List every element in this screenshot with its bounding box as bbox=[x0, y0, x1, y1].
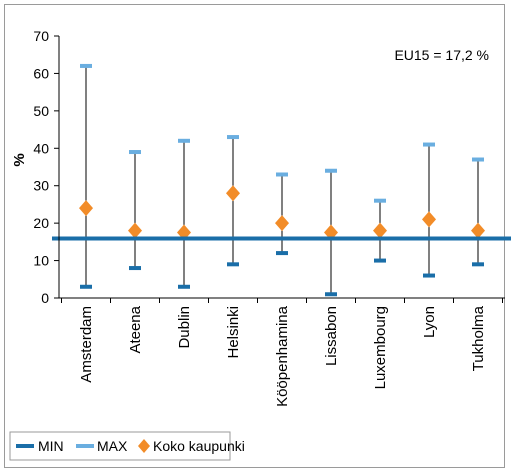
min-marker bbox=[472, 262, 484, 267]
legend-city-label: Koko kaupunki bbox=[153, 438, 245, 454]
x-axis-labels: Amsterdam Ateena Dublin Helsinki Kööpenhamin… bbox=[61, 298, 503, 407]
y-tick-label: 30 bbox=[33, 178, 49, 194]
max-marker bbox=[227, 135, 239, 140]
x-tick-label: Dublin bbox=[176, 306, 193, 349]
y-tick-label: 70 bbox=[33, 28, 49, 44]
legend-max-label: MAX bbox=[97, 438, 128, 454]
city-marker bbox=[422, 211, 436, 228]
legend: MIN MAX Koko kaupunki bbox=[16, 438, 245, 454]
max-marker bbox=[129, 150, 141, 155]
city-marker bbox=[226, 185, 240, 202]
y-tick-label: 50 bbox=[33, 103, 49, 119]
min-marker bbox=[80, 284, 92, 289]
min-marker bbox=[374, 258, 386, 263]
city-marker bbox=[373, 222, 387, 239]
max-marker bbox=[276, 172, 288, 177]
y-axis-ticks: 0 10 20 30 40 50 60 70 bbox=[33, 28, 59, 306]
x-tick-label: Helsinki bbox=[225, 306, 242, 359]
legend-min-swatch bbox=[16, 444, 34, 448]
legend-city-swatch bbox=[138, 439, 150, 453]
y-tick-label: 0 bbox=[41, 290, 49, 306]
max-markers bbox=[80, 63, 484, 203]
legend-box bbox=[9, 431, 231, 461]
max-marker bbox=[325, 168, 337, 173]
chart-frame bbox=[4, 4, 505, 468]
city-marker bbox=[128, 222, 142, 239]
y-tick-label: 60 bbox=[33, 65, 49, 81]
x-tick-label: Lissabon bbox=[323, 306, 340, 366]
min-marker bbox=[129, 266, 141, 271]
x-tick-label: Luxembourg bbox=[372, 306, 389, 389]
max-marker bbox=[80, 63, 92, 68]
y-tick-label: 20 bbox=[33, 215, 49, 231]
min-marker bbox=[178, 284, 190, 289]
legend-min-label: MIN bbox=[38, 438, 64, 454]
min-marker bbox=[276, 251, 288, 256]
max-marker bbox=[472, 157, 484, 162]
range-lines bbox=[85, 65, 479, 295]
min-marker bbox=[423, 273, 435, 278]
city-marker bbox=[275, 215, 289, 232]
x-tick-label: Amsterdam bbox=[78, 306, 95, 383]
legend-max-swatch bbox=[76, 444, 94, 448]
eu15-annotation: EU15 = 17,2 % bbox=[394, 47, 489, 63]
city-marker bbox=[79, 200, 93, 217]
y-tick-label: 40 bbox=[33, 140, 49, 156]
max-marker bbox=[374, 198, 386, 203]
min-marker bbox=[325, 292, 337, 297]
y-axis-label: % bbox=[11, 153, 28, 166]
max-marker bbox=[178, 138, 190, 143]
max-marker bbox=[423, 142, 435, 147]
x-tick-label: Lyon bbox=[421, 306, 438, 338]
y-tick-label: 10 bbox=[33, 253, 49, 269]
x-tick-label: Tukholma bbox=[470, 305, 487, 371]
city-marker bbox=[471, 222, 485, 239]
x-tick-label: Ateena bbox=[127, 305, 144, 353]
min-marker bbox=[227, 262, 239, 267]
min-markers bbox=[80, 251, 484, 297]
x-tick-label: Kööpenhamina bbox=[274, 305, 291, 407]
